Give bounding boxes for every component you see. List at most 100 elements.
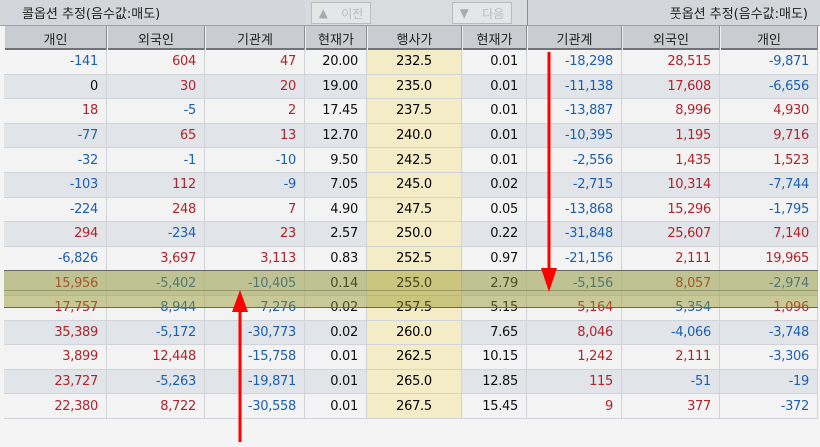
- col-put-institution[interactable]: 기관계: [527, 26, 622, 50]
- cell-p-inst: -21,156: [527, 246, 622, 271]
- cell-c-for: 3,697: [107, 246, 205, 271]
- table-row[interactable]: -224 248 7 4.90 247.5 0.05 -13,868 15,296 -1,795: [4, 197, 818, 223]
- table-row[interactable]: -103 112 -9 7.05 245.0 0.02 -2,715 10,314 -7,744: [4, 172, 818, 198]
- cell-c-ind: -6,826: [4, 246, 107, 271]
- cell-c-price: 20.00: [305, 50, 367, 74]
- cell-p-inst: -31,848: [527, 222, 622, 246]
- cell-c-price: 4.90: [305, 197, 367, 222]
- cell-p-price: 0.22: [462, 222, 527, 246]
- table-row[interactable]: 0 30 20 19.00 235.0 0.01 -11,138 17,608 -6,656: [4, 74, 818, 100]
- table-row[interactable]: 18 -5 2 17.45 237.5 0.01 -13,887 8,996 4,930: [4, 99, 818, 124]
- cell-p-for: 8,996: [622, 99, 720, 123]
- cell-c-ind: 22,380: [4, 394, 107, 418]
- next-button[interactable]: ▼ 다음: [452, 2, 512, 24]
- col-put-price[interactable]: 현재가: [462, 26, 527, 50]
- cell-p-inst: 8,046: [527, 320, 622, 345]
- table-row[interactable]: 17,757 -8,944 -7,276 0.02 257.5 5.15 5,164 -5,3…: [4, 295, 818, 321]
- cell-strike: 237.5: [367, 99, 462, 123]
- col-call-foreign[interactable]: 외국인: [107, 26, 205, 50]
- cell-p-price: 7.65: [462, 320, 527, 345]
- cell-p-inst: -11,138: [527, 74, 622, 99]
- cell-p-for: 2,111: [622, 345, 720, 369]
- cell-c-ind: -77: [4, 123, 107, 148]
- cell-c-for: 12,448: [107, 345, 205, 369]
- column-header-row: 개인 외국인 기관계 현재가 행사가 현재가 기관계 외국인 개인: [4, 26, 818, 50]
- cell-c-ind: -32: [4, 148, 107, 172]
- put-section-header: 풋옵션 추정(음수값:매도): [527, 0, 820, 26]
- cell-p-for: -5,354: [622, 295, 720, 320]
- cell-p-ind: 1,523: [720, 148, 818, 172]
- table-row[interactable]: -6,826 3,697 3,113 0.83 252.5 0.97 -21,156 2,11…: [4, 246, 818, 272]
- cell-c-price: 0.83: [305, 246, 367, 271]
- cell-c-price: 0.01: [305, 369, 367, 394]
- table-row[interactable]: 15,956 -5,402 -10,405 0.14 255.0 2.79 -5,156 8,…: [4, 271, 818, 296]
- table-row[interactable]: -141 604 47 20.00 232.5 0.01 -18,298 28,515 -9,8…: [4, 50, 818, 75]
- table-row[interactable]: -77 65 13 12.70 240.0 0.01 -10,395 1,195 9,716: [4, 123, 818, 149]
- col-call-institution[interactable]: 기관계: [205, 26, 305, 50]
- cell-p-for: 17,608: [622, 74, 720, 99]
- cell-c-price: 12.70: [305, 123, 367, 148]
- cell-strike: 267.5: [367, 394, 462, 418]
- cell-c-for: 65: [107, 123, 205, 148]
- cell-p-for: 8,057: [622, 271, 720, 295]
- col-put-individual[interactable]: 개인: [720, 26, 818, 50]
- cell-c-inst: 3,113: [205, 246, 305, 271]
- cell-p-for: 1,435: [622, 148, 720, 172]
- cell-c-price: 19.00: [305, 74, 367, 99]
- cell-p-for: 377: [622, 394, 720, 418]
- cell-c-inst: 47: [205, 50, 305, 74]
- cell-p-ind: 9,716: [720, 123, 818, 148]
- cell-p-for: 25,607: [622, 222, 720, 246]
- cell-c-inst: 13: [205, 123, 305, 148]
- col-strike[interactable]: 행사가: [367, 26, 462, 50]
- cell-strike: 235.0: [367, 74, 462, 99]
- cell-p-inst: -2,715: [527, 172, 622, 197]
- col-put-foreign[interactable]: 외국인: [622, 26, 720, 50]
- cell-c-inst: -30,558: [205, 394, 305, 418]
- cell-c-for: -5: [107, 99, 205, 123]
- cell-strike: 247.5: [367, 197, 462, 222]
- cell-p-price: 0.02: [462, 172, 527, 197]
- cell-p-price: 0.01: [462, 99, 527, 123]
- cell-p-price: 12.85: [462, 369, 527, 394]
- cell-p-inst: -2,556: [527, 148, 622, 172]
- cell-c-price: 9.50: [305, 148, 367, 172]
- cell-p-inst: -13,887: [527, 99, 622, 123]
- table-row[interactable]: 23,727 -5,263 -19,871 0.01 265.0 12.85 115 -51-…: [4, 369, 818, 395]
- cell-c-for: 112: [107, 172, 205, 197]
- cell-p-price: 10.15: [462, 345, 527, 369]
- cell-c-price: 17.45: [305, 99, 367, 123]
- cell-p-for: 2,111: [622, 246, 720, 271]
- col-call-individual[interactable]: 개인: [4, 26, 107, 50]
- cell-p-ind: -372: [720, 394, 818, 418]
- cell-p-ind: 19,965: [720, 246, 818, 271]
- cell-p-for: 15,296: [622, 197, 720, 222]
- cell-p-ind: 7,140: [720, 222, 818, 246]
- cell-c-price: 0.14: [305, 271, 367, 295]
- cell-c-price: 7.05: [305, 172, 367, 197]
- cell-c-ind: 18: [4, 99, 107, 123]
- cell-c-for: -5,402: [107, 271, 205, 295]
- cell-p-ind: 1,096: [720, 295, 818, 320]
- cell-p-ind: -3,748: [720, 320, 818, 345]
- prev-button[interactable]: ▲ 이전: [311, 2, 371, 24]
- table-row[interactable]: 294 -234 23 2.57 250.0 0.22 -31,848 25,607 7,140: [4, 222, 818, 247]
- cell-p-ind: -9,871: [720, 50, 818, 74]
- cell-p-inst: 9: [527, 394, 622, 418]
- cell-c-inst: -9: [205, 172, 305, 197]
- cell-c-ind: -224: [4, 197, 107, 222]
- cell-c-for: -5,172: [107, 320, 205, 345]
- cell-c-inst: -7,276: [205, 295, 305, 320]
- table-row[interactable]: 22,380 8,722 -30,558 0.01 267.5 15.45 9 377 -372: [4, 394, 818, 419]
- cell-p-for: -4,066: [622, 320, 720, 345]
- cell-p-ind: -6,656: [720, 74, 818, 99]
- cell-p-price: 15.45: [462, 394, 527, 418]
- col-call-price[interactable]: 현재가: [305, 26, 367, 50]
- cell-strike: 250.0: [367, 222, 462, 246]
- cell-c-for: 604: [107, 50, 205, 74]
- table-row[interactable]: 35,389 -5,172 -30,773 0.02 260.0 7.65 8,046 -4,…: [4, 320, 818, 346]
- cell-strike: 232.5: [367, 50, 462, 74]
- cell-c-for: -234: [107, 222, 205, 246]
- table-row[interactable]: 3,899 12,448 -15,758 0.01 262.5 10.15 1,242 2,1…: [4, 345, 818, 370]
- table-row[interactable]: -32 -1 -10 9.50 242.5 0.01 -2,556 1,435 1,523: [4, 148, 818, 173]
